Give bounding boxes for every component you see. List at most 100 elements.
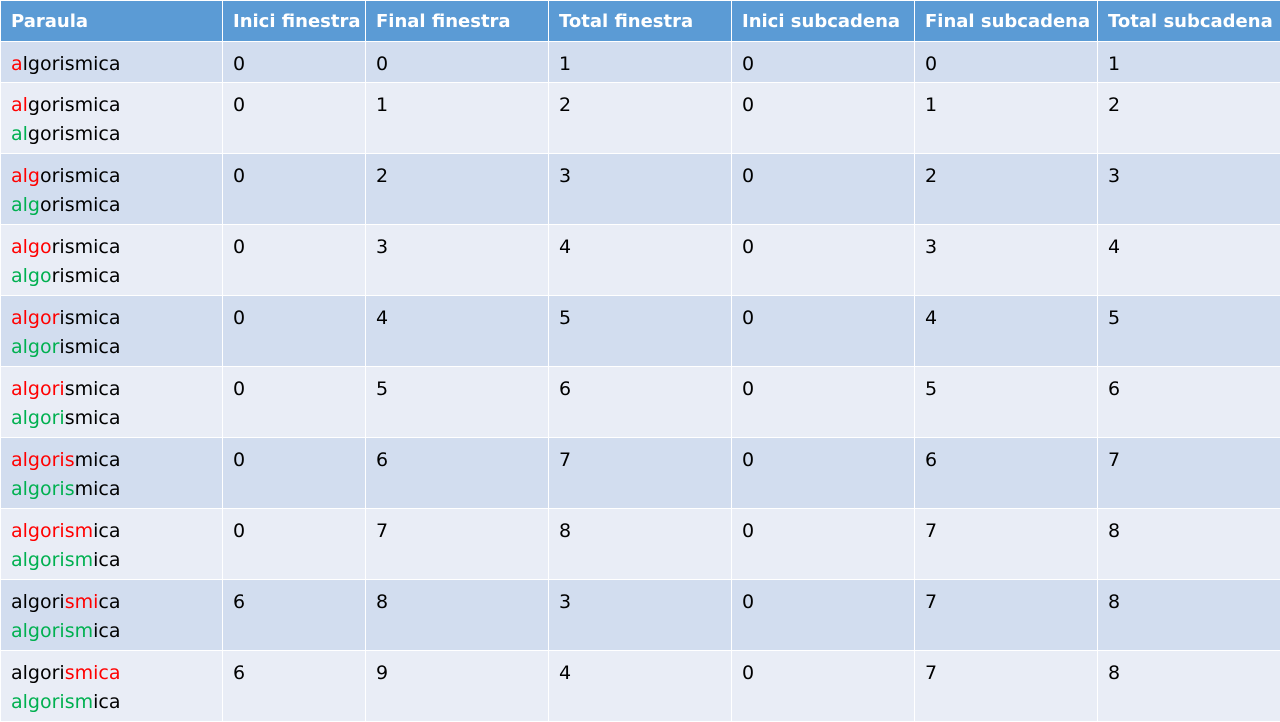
inici-finestra-cell: 0 — [223, 509, 366, 580]
final-subcadena-cell: 4 — [915, 296, 1098, 367]
highlighted-segment: algori — [11, 407, 65, 429]
word-line-red: algorismica — [11, 446, 222, 475]
word-line-red: algorismica — [11, 91, 222, 120]
total-finestra-cell: 8 — [549, 509, 732, 580]
highlighted-segment: algo — [11, 236, 52, 258]
inici-finestra-cell: 0 — [223, 83, 366, 154]
final-finestra-cell: 3 — [366, 225, 549, 296]
total-finestra-cell: 4 — [549, 225, 732, 296]
word-segment: rismica — [52, 236, 121, 258]
final-subcadena-cell: 3 — [915, 225, 1098, 296]
highlighted-segment: algor — [11, 336, 59, 358]
total-subcadena-cell: 4 — [1098, 225, 1280, 296]
total-finestra-cell: 3 — [549, 154, 732, 225]
highlighted-segment: algorism — [11, 691, 93, 713]
word-line-green: algorismica — [11, 546, 222, 575]
total-finestra-cell: 5 — [549, 296, 732, 367]
word-segment: ica — [93, 620, 120, 642]
highlighted-segment: a — [11, 53, 23, 75]
word-line-green: algorismica — [11, 688, 222, 717]
word-line-green: algorismica — [11, 333, 222, 362]
final-subcadena-cell: 7 — [915, 580, 1098, 651]
highlighted-segment: algo — [11, 265, 52, 287]
final-finestra-cell: 0 — [366, 42, 549, 83]
highlighted-segment: algoris — [11, 449, 75, 471]
final-finestra-cell: 9 — [366, 651, 549, 722]
final-finestra-cell: 2 — [366, 154, 549, 225]
word-line-red: algorismica — [11, 659, 222, 688]
inici-subcadena-cell: 0 — [732, 225, 915, 296]
header-total-finestra: Total finestra — [549, 1, 732, 42]
inici-finestra-cell: 6 — [223, 651, 366, 722]
total-subcadena-cell: 8 — [1098, 509, 1280, 580]
word-segment: algori — [11, 591, 65, 613]
inici-finestra-cell: 0 — [223, 438, 366, 509]
inici-finestra-cell: 0 — [223, 296, 366, 367]
inici-finestra-cell: 0 — [223, 154, 366, 225]
total-finestra-cell: 6 — [549, 367, 732, 438]
word-segment: ica — [93, 691, 120, 713]
highlighted-segment: alg — [11, 194, 40, 216]
word-segment: lgorismica — [23, 53, 121, 75]
inici-subcadena-cell: 0 — [732, 651, 915, 722]
header-inici-finestra: Inici finestra — [223, 1, 366, 42]
word-line-red: algorismica — [11, 375, 222, 404]
inici-subcadena-cell: 0 — [732, 296, 915, 367]
total-subcadena-cell: 8 — [1098, 580, 1280, 651]
final-subcadena-cell: 7 — [915, 509, 1098, 580]
header-paraula: Paraula — [1, 1, 223, 42]
final-subcadena-cell: 6 — [915, 438, 1098, 509]
word-line-red: algorismica — [11, 233, 222, 262]
highlighted-segment: algori — [11, 378, 65, 400]
highlighted-segment: alg — [11, 165, 40, 187]
final-finestra-cell: 8 — [366, 580, 549, 651]
inici-subcadena-cell: 0 — [732, 154, 915, 225]
total-finestra-cell: 1 — [549, 42, 732, 83]
header-inici-subcadena: Inici subcadena — [732, 1, 915, 42]
final-subcadena-cell: 2 — [915, 154, 1098, 225]
final-finestra-cell: 4 — [366, 296, 549, 367]
final-finestra-cell: 6 — [366, 438, 549, 509]
final-finestra-cell: 5 — [366, 367, 549, 438]
word-line-red: algorismica — [11, 50, 222, 79]
word-line-green: algorismica — [11, 262, 222, 291]
inici-subcadena-cell: 0 — [732, 438, 915, 509]
word-segment: algori — [11, 662, 65, 684]
total-finestra-cell: 2 — [549, 83, 732, 154]
inici-finestra-cell: 6 — [223, 580, 366, 651]
total-finestra-cell: 3 — [549, 580, 732, 651]
highlighted-segment: al — [11, 94, 28, 116]
word-segment: ca — [98, 591, 120, 613]
word-line-green: algorismica — [11, 617, 222, 646]
highlighted-segment: algoris — [11, 478, 75, 500]
highlighted-segment: al — [11, 123, 28, 145]
highlighted-segment: smica — [65, 662, 121, 684]
word-line-red: algorismica — [11, 517, 222, 546]
total-subcadena-cell: 1 — [1098, 42, 1280, 83]
word-line-red: algorismica — [11, 304, 222, 333]
word-line-red: algorismica — [11, 162, 222, 191]
header-final-finestra: Final finestra — [366, 1, 549, 42]
word-line-green: algorismica — [11, 475, 222, 504]
total-subcadena-cell: 5 — [1098, 296, 1280, 367]
final-finestra-cell: 7 — [366, 509, 549, 580]
word-segment: ica — [93, 549, 120, 571]
highlighted-segment: algorism — [11, 549, 93, 571]
total-finestra-cell: 7 — [549, 438, 732, 509]
table-header-row: Paraula Inici finestra Final finestra To… — [1, 1, 1280, 42]
word-segment: rismica — [52, 265, 121, 287]
inici-subcadena-cell: 0 — [732, 580, 915, 651]
inici-subcadena-cell: 0 — [732, 367, 915, 438]
word-line-green: algorismica — [11, 404, 222, 433]
word-segment: orismica — [40, 165, 121, 187]
